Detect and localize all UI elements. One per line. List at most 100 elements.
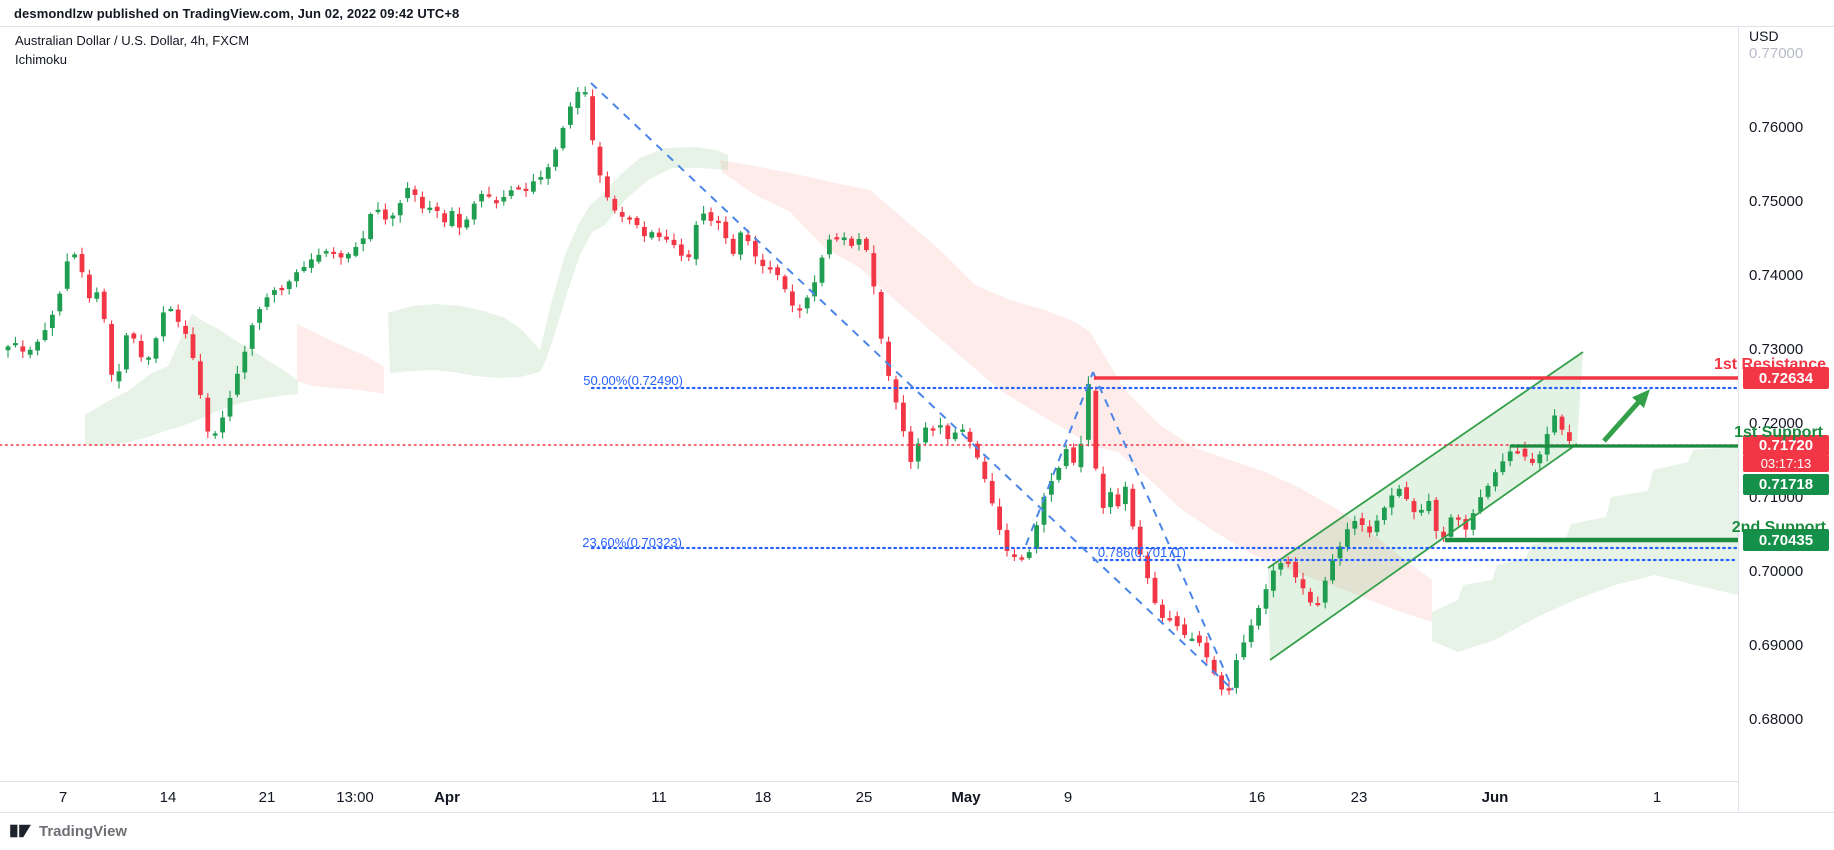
x-axis-tick: 1: [1652, 789, 1662, 806]
candle-body: [316, 254, 322, 262]
candle-body: [434, 206, 440, 211]
support2-label[interactable]: 2nd Support: [1731, 519, 1826, 536]
candle-body: [153, 338, 159, 359]
fib-0786-label[interactable]: 0.786(0.70171): [1097, 545, 1186, 560]
candle-body: [1012, 554, 1017, 557]
y-axis-tick: 0.75000: [1749, 193, 1804, 210]
candle-body: [1041, 496, 1047, 525]
price-axis-unit: USD: [1749, 28, 1779, 44]
candle-body: [545, 167, 551, 179]
ichimoku-cloud-green: [540, 147, 728, 372]
candle-body: [671, 239, 677, 246]
candle-body: [1049, 481, 1054, 495]
candle-body: [1367, 526, 1372, 533]
candle-body: [908, 431, 914, 462]
candle-body: [1152, 577, 1158, 603]
tradingview-logo-icon[interactable]: [10, 822, 32, 840]
x-axis-tick: Jun: [1481, 789, 1509, 806]
candle-body: [1396, 488, 1402, 496]
tradingview-brand[interactable]: TradingView: [39, 822, 128, 840]
candle-body: [1456, 517, 1461, 520]
candle-body: [679, 244, 684, 256]
candle-body: [745, 234, 751, 242]
candle-body: [27, 349, 33, 355]
candle-body: [952, 432, 958, 440]
support1-label[interactable]: 1st Support: [1734, 424, 1823, 441]
retrace-down-line[interactable]: [1092, 371, 1234, 691]
ascending-channel-fill[interactable]: [1268, 352, 1583, 660]
candle-body: [827, 239, 832, 255]
candle-body: [1093, 390, 1099, 469]
candle-body: [368, 213, 373, 240]
candle-body: [471, 203, 477, 220]
ascending-channel-lower-line[interactable]: [1269, 443, 1578, 661]
downtrend-line[interactable]: [590, 82, 1234, 691]
bar-countdown: 03:17:13: [1743, 454, 1829, 472]
indicator-label[interactable]: Ichimoku: [15, 52, 68, 67]
candle-body: [804, 297, 810, 309]
candle-body: [94, 292, 100, 299]
candle-body: [205, 397, 211, 432]
resistance-price: 0.72634: [1743, 367, 1829, 389]
candle-body: [397, 203, 403, 216]
candle-body: [1285, 561, 1291, 564]
candle-body: [1552, 415, 1557, 433]
candle-body: [64, 261, 70, 289]
candle-body: [1204, 642, 1210, 658]
y-axis-tick: 0.68000: [1749, 711, 1804, 728]
time-axis[interactable]: 7 14 21 13:00 Apr 11 18 25 May 9 16 23 Jun 1: [0, 781, 1738, 813]
candle-body: [708, 212, 714, 221]
candle-body: [782, 276, 788, 290]
candle-body: [175, 309, 181, 322]
candle-body: [1271, 570, 1276, 591]
candle-body: [797, 308, 803, 311]
candle-body: [1404, 487, 1409, 500]
candle-body: [834, 237, 840, 240]
candle-body: [716, 220, 721, 224]
candle-body: [1241, 642, 1247, 658]
fib-236-label[interactable]: 23.60%(0.70323): [582, 535, 682, 550]
candle-body: [612, 198, 618, 211]
candle-body: [753, 241, 758, 257]
candle-body: [1026, 552, 1032, 558]
candle-body: [494, 200, 499, 204]
candle-body: [235, 373, 240, 395]
candle-body: [960, 429, 965, 432]
resistance-label[interactable]: 1st Resistance: [1713, 356, 1826, 373]
candle-body: [1507, 451, 1513, 462]
ascending-channel-upper-line[interactable]: [1267, 351, 1584, 569]
candle-body: [1300, 579, 1306, 589]
candle-body: [360, 238, 366, 245]
candle-body: [1248, 625, 1254, 643]
candle-body: [420, 196, 425, 209]
candle-body: [1485, 485, 1491, 497]
y-axis-tick: 0.69000: [1749, 637, 1804, 654]
retrace-up-line[interactable]: [1025, 371, 1094, 546]
support2-price: 0.70435: [1743, 529, 1829, 551]
ichimoku-cloud: [85, 147, 1738, 652]
breakout-arrow[interactable]: [1602, 389, 1650, 443]
candle-body: [1315, 602, 1321, 606]
candle-body: [1160, 604, 1165, 618]
y-axis-tick: 0.77000: [1749, 45, 1804, 62]
symbol-title[interactable]: Australian Dollar / U.S. Dollar, 4h, FXC…: [15, 33, 250, 48]
candle-body: [1352, 520, 1358, 529]
candle-body: [449, 211, 455, 226]
candle-body: [1182, 624, 1187, 635]
candle-body: [457, 213, 462, 228]
candle-body: [1056, 467, 1062, 480]
candle-body: [501, 197, 507, 202]
candle-body: [116, 371, 122, 382]
price-axis[interactable]: USD 0.77000 0.76000 0.75000 0.74000 0.73000 0…: [1738, 26, 1834, 812]
candle-body: [353, 247, 359, 256]
candle-body: [212, 433, 218, 436]
candle-body: [390, 215, 396, 219]
fib-50-label[interactable]: 50.00%(0.72490): [583, 373, 683, 388]
candle-body: [323, 251, 329, 254]
y-axis-tick: 0.72000: [1749, 415, 1804, 432]
candlestick-series: [5, 86, 1572, 696]
candle-body: [486, 194, 492, 197]
candle-body: [1382, 507, 1387, 521]
candle-body: [5, 346, 11, 351]
